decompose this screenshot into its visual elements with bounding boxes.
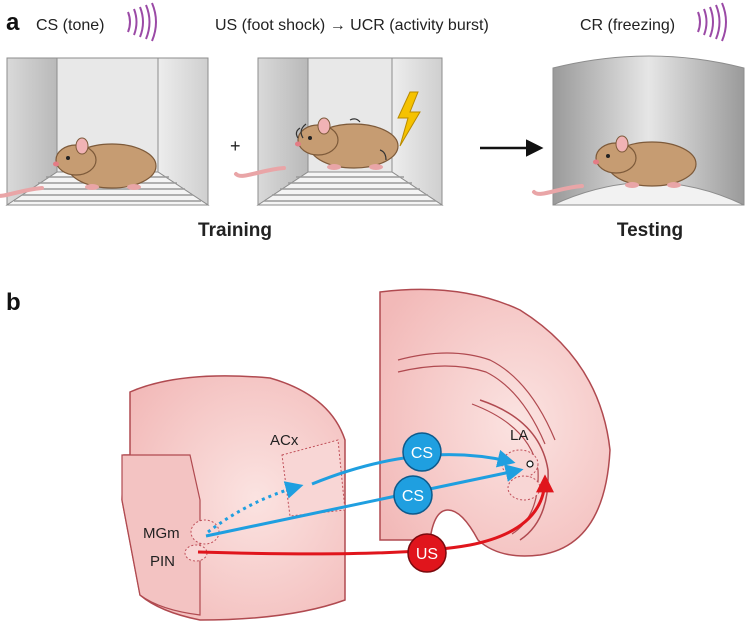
plus-sign: + [230, 136, 241, 156]
sound-wave-icon [697, 2, 727, 42]
mgm-label: MGm [143, 525, 180, 542]
la-label: LA [510, 427, 528, 444]
pathway-cs-thalamic [205, 464, 524, 538]
lightning-bolt-icon [397, 91, 421, 147]
training-chamber-1 [0, 57, 210, 206]
panel-b-letter: b [6, 289, 21, 316]
cs-badge-bottom: CS [393, 475, 433, 515]
us-ucr-label: US (foot shock) → UCR (activity burst) [215, 17, 489, 34]
panel-a-letter: a [6, 9, 20, 36]
testing-chamber [532, 55, 745, 206]
us-badge: US [407, 533, 447, 573]
pin-label: PIN [150, 553, 175, 570]
cr-freezing-label: CR (freezing) [580, 17, 675, 34]
svg-text:CS: CS [411, 445, 433, 462]
svg-text:US: US [416, 546, 438, 563]
cs-badge-top: CS [402, 432, 442, 472]
testing-label: Testing [617, 220, 683, 241]
brain-section-right [379, 288, 611, 557]
acx-label: ACx [270, 432, 299, 449]
brain-section-left [121, 375, 346, 621]
mgm-region [190, 519, 220, 545]
cs-tone-label: CS (tone) [36, 17, 104, 34]
training-chamber-2 [234, 57, 444, 206]
sound-wave-icon [127, 2, 157, 42]
pathway-us [197, 474, 554, 556]
training-label: Training [198, 220, 272, 241]
svg-text:CS: CS [402, 488, 424, 505]
